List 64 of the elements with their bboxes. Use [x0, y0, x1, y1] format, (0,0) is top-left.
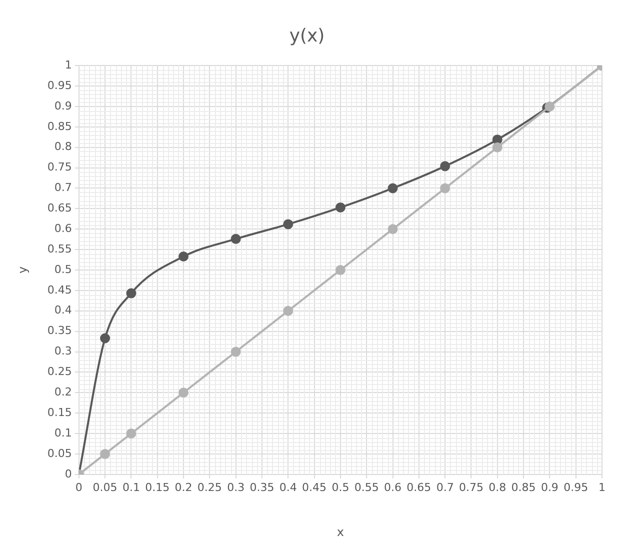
point [440, 161, 450, 172]
y-tick-label: 0.3 [54, 344, 72, 358]
point [544, 101, 555, 112]
y-axis-title: y [15, 266, 30, 274]
y-tick-label: 0.1 [54, 426, 72, 440]
point [335, 265, 346, 275]
point [440, 183, 450, 194]
point [388, 224, 398, 234]
chart-title: y(x) [289, 25, 325, 46]
y-tick-label: 0.25 [47, 365, 72, 378]
x-tick-label: 0.65 [406, 480, 432, 494]
point [230, 346, 241, 357]
y-tick-label: 0.5 [54, 262, 72, 276]
point [100, 333, 110, 344]
point [283, 219, 294, 230]
y-tick-label: 0.65 [47, 202, 72, 215]
x-tick-label: 0.2 [174, 480, 192, 494]
y-tick-label: 0.95 [47, 78, 72, 92]
y-tick-label: 0.85 [47, 120, 72, 133]
y-tick-label: 0.2 [54, 386, 72, 398]
point [283, 306, 294, 316]
x-tick-label: 0.1 [122, 480, 140, 494]
y-tick-label: 0.45 [47, 283, 72, 296]
x-tick-label: 0.9 [540, 480, 558, 494]
x-tick-label: 0.85 [511, 480, 536, 494]
point [178, 252, 189, 262]
x-axis-title: x [336, 524, 344, 539]
x-tick-label: 0.75 [458, 480, 484, 494]
point [230, 234, 241, 244]
y-tick-label: 0.4 [54, 304, 72, 317]
point [388, 183, 398, 194]
point [492, 134, 502, 145]
point [100, 448, 110, 459]
x-tick-label: 0.8 [488, 480, 506, 494]
x-tick-label: 0.6 [384, 480, 402, 494]
y-tick-label: 0.35 [47, 324, 72, 338]
x-tick-label: 0.25 [197, 480, 222, 494]
x-tick-label: 0.45 [302, 480, 327, 494]
y-tick-label: 0.7 [54, 181, 72, 194]
x-tick-label: 0.05 [92, 480, 118, 494]
y-tick-label: 0.9 [54, 99, 72, 112]
point [126, 288, 136, 298]
x-tick-label: 0.5 [332, 480, 350, 494]
y-tick-label: 0 [64, 467, 72, 480]
point [492, 142, 502, 152]
y-tick-label: 0.6 [54, 222, 72, 235]
y-tick-label: 0.55 [47, 242, 72, 256]
y-tick-label: 0.8 [54, 140, 72, 154]
y-tick-label: 0.75 [47, 160, 72, 174]
point [126, 428, 136, 439]
x-tick-label: 0 [75, 480, 82, 494]
x-tick-label: 0.4 [279, 480, 297, 494]
x-tick-label: 0.15 [145, 480, 170, 494]
x-tick-label: 0.3 [227, 480, 245, 494]
x-tick-label: 0.55 [354, 480, 379, 494]
x-tick-label: 0.35 [250, 480, 274, 494]
point [178, 388, 189, 398]
y-tick-label: 0.05 [47, 446, 72, 460]
point [335, 202, 346, 212]
x-tick-label: 0.7 [436, 480, 454, 494]
x-tick-label: 0.95 [564, 480, 588, 494]
y-tick-label: 0.15 [47, 406, 72, 419]
y-tick-label: 1 [64, 58, 72, 72]
x-tick-label: 1 [598, 480, 606, 494]
